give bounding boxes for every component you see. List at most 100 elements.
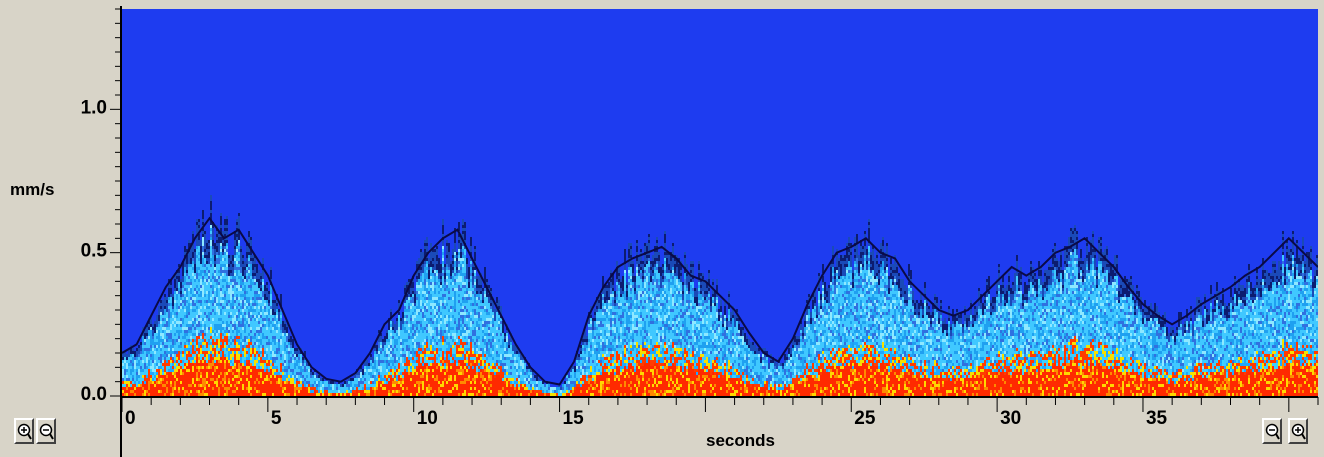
spectrum-cell bbox=[206, 393, 208, 396]
spectrum-cell bbox=[418, 261, 420, 264]
spectrum-cell bbox=[254, 300, 256, 303]
spectrum-cell bbox=[220, 318, 222, 321]
spectrum-cell bbox=[258, 321, 260, 324]
spectrum-cell bbox=[172, 309, 174, 312]
spectrum-cell bbox=[186, 267, 188, 270]
spectrum-cell bbox=[228, 387, 230, 390]
spectrum-cell bbox=[250, 333, 252, 336]
spectrum-cell bbox=[240, 255, 242, 258]
spectrum-cell bbox=[194, 360, 196, 363]
spectrum-cell bbox=[190, 264, 192, 267]
spectrum-cell bbox=[166, 378, 168, 381]
spectrum-cell bbox=[144, 390, 146, 393]
spectrum-cell bbox=[248, 273, 250, 276]
spectrum-cell bbox=[212, 267, 214, 270]
spectrum-cell bbox=[266, 306, 268, 309]
spectrum-cell bbox=[194, 273, 196, 276]
spectrum-cell bbox=[172, 357, 174, 360]
spectrum-cell bbox=[220, 264, 222, 267]
spectrum-cell bbox=[226, 312, 228, 315]
spectrum-cell bbox=[210, 228, 212, 231]
spectrum-cell bbox=[378, 390, 380, 393]
spectrum-cell bbox=[196, 264, 198, 267]
spectrum-cell bbox=[212, 390, 214, 393]
spectrum-cell bbox=[278, 369, 280, 372]
spectrum-cell bbox=[200, 333, 202, 336]
spectrum-cell bbox=[420, 303, 422, 306]
spectrum-cell bbox=[388, 345, 390, 348]
spectrum-cell bbox=[434, 318, 436, 321]
spectrum-cell bbox=[320, 390, 322, 393]
spectrum-cell bbox=[436, 369, 438, 372]
spectrum-cell bbox=[152, 372, 154, 375]
spectrum-cell bbox=[362, 378, 364, 381]
spectrum-cell bbox=[138, 381, 140, 384]
spectrum-cell bbox=[186, 276, 188, 279]
spectrum-cell bbox=[232, 387, 234, 390]
spectrum-cell bbox=[232, 330, 234, 333]
spectrum-cell bbox=[178, 285, 180, 288]
spectrum-cell bbox=[150, 381, 152, 384]
spectrum-cell bbox=[262, 342, 264, 345]
spectrum-cell bbox=[414, 315, 416, 318]
spectrum-cell bbox=[160, 345, 162, 348]
spectrum-cell bbox=[416, 348, 418, 351]
spectrum-cell bbox=[264, 294, 266, 297]
spectrum-cell bbox=[394, 330, 396, 333]
spectrum-cell bbox=[198, 255, 200, 258]
spectrum-cell bbox=[174, 366, 176, 369]
spectrum-cell bbox=[186, 300, 188, 303]
spectrum-cell bbox=[214, 390, 216, 393]
spectrum-cell bbox=[230, 381, 232, 384]
spectrum-cell bbox=[260, 345, 262, 348]
spectrum-cell bbox=[280, 363, 282, 366]
spectrum-cell bbox=[410, 336, 412, 339]
spectrum-cell bbox=[128, 384, 130, 387]
spectrum-cell bbox=[194, 327, 196, 330]
spectrum-cell bbox=[194, 381, 196, 384]
spectrum-cell bbox=[186, 315, 188, 318]
spectrum-cell bbox=[246, 378, 248, 381]
spectrum-cell bbox=[200, 300, 202, 303]
spectrum-cell bbox=[250, 336, 252, 339]
spectrum-cell bbox=[430, 372, 432, 375]
spectrum-cell bbox=[404, 357, 406, 360]
spectrum-cell bbox=[200, 276, 202, 279]
spectrum-cell bbox=[374, 384, 376, 387]
spectrum-cell bbox=[198, 351, 200, 354]
spectrum-cell bbox=[250, 294, 252, 297]
spectrum-cell bbox=[268, 312, 270, 315]
spectrum-cell bbox=[190, 363, 192, 366]
spectrum-cell bbox=[252, 297, 254, 300]
spectrum-cell bbox=[414, 303, 416, 306]
spectrum-cell bbox=[392, 321, 394, 324]
spectrum-cell bbox=[288, 336, 290, 339]
spectrum-cell bbox=[258, 315, 260, 318]
spectrum-cell bbox=[426, 327, 428, 330]
spectrum-cell bbox=[416, 300, 418, 303]
spectrum-cell bbox=[202, 252, 204, 255]
spectrum-cell bbox=[264, 375, 266, 378]
spectrum-cell bbox=[238, 279, 240, 282]
spectrum-cell bbox=[358, 393, 360, 396]
spectrum-cell bbox=[306, 387, 308, 390]
spectrum-cell bbox=[156, 327, 158, 330]
spectrum-cell bbox=[222, 312, 224, 315]
spectrum-cell bbox=[290, 381, 292, 384]
spectrum-cell bbox=[236, 219, 238, 222]
spectrum-cell bbox=[374, 369, 376, 372]
spectrum-cell bbox=[182, 267, 184, 270]
spectrum-cell bbox=[214, 339, 216, 342]
spectrum-cell bbox=[176, 390, 178, 393]
spectrum-cell bbox=[238, 243, 240, 246]
spectrum-cell bbox=[428, 360, 430, 363]
spectrum-cell bbox=[214, 351, 216, 354]
spectrum-cell bbox=[200, 366, 202, 369]
spectrum-cell bbox=[266, 330, 268, 333]
spectrum-cell bbox=[216, 297, 218, 300]
spectrum-cell bbox=[164, 333, 166, 336]
spectrum-cell bbox=[196, 267, 198, 270]
spectrum-cell bbox=[358, 384, 360, 387]
spectrum-cell bbox=[364, 369, 366, 372]
spectrum-cell bbox=[324, 393, 326, 396]
